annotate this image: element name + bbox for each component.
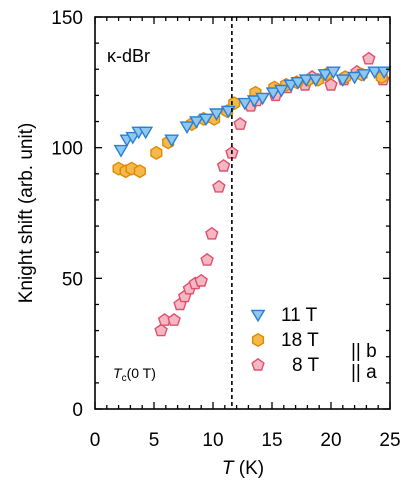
- legend: || a || b 11 T 18 T 8 T: [250, 305, 377, 383]
- data-point: [198, 113, 214, 127]
- x-axis-label-var: T: [222, 458, 235, 479]
- data-point: [154, 323, 168, 337]
- data-point: [200, 252, 214, 266]
- data-point: [237, 97, 253, 111]
- chart-annotation: κ-dBr: [107, 46, 150, 66]
- legend-marker: [251, 357, 265, 371]
- plot-frame: [94, 16, 391, 410]
- data-point: [325, 66, 341, 80]
- y-axis-label: Knight shift (arb. unit): [16, 123, 37, 304]
- data-point: [233, 117, 247, 130]
- data-point: [362, 51, 376, 65]
- legend-label: 11 T: [281, 305, 318, 326]
- data-point: [317, 69, 333, 82]
- data-point: [246, 95, 262, 108]
- data-point: [133, 164, 146, 179]
- y-tick-label: 100: [51, 139, 83, 160]
- x-tick-label: 0: [90, 430, 101, 451]
- data-point: [265, 87, 281, 101]
- x-tick-label: 5: [149, 430, 160, 451]
- x-axis: 0 5 10 15 20 25: [90, 17, 401, 451]
- tc-label-sub: c: [122, 373, 127, 384]
- data-point: [255, 92, 271, 106]
- legend-marker: [250, 309, 266, 323]
- data-point: [335, 74, 351, 87]
- x-tick-label: 20: [320, 430, 341, 451]
- data-point: [125, 131, 141, 145]
- data-point: [283, 79, 299, 93]
- data-point: [205, 226, 219, 240]
- x-axis-label-unit: (K): [234, 458, 265, 479]
- x-tick-label: 25: [379, 430, 400, 451]
- y-axis: 0 50 100 150: [51, 8, 390, 421]
- data-point: [212, 179, 226, 193]
- tc-label: Tc(0 T): [113, 365, 156, 384]
- legend-a-suffix: || a: [351, 362, 377, 383]
- data-point: [308, 74, 324, 87]
- data-point: [216, 158, 231, 172]
- y-tick-label: 150: [51, 8, 83, 29]
- y-tick-label: 50: [62, 269, 83, 290]
- tc-label-main: T: [113, 365, 123, 381]
- y-tick-label: 0: [72, 400, 83, 421]
- data-point: [356, 69, 372, 82]
- x-tick-label: 15: [261, 430, 282, 451]
- data-point: [179, 121, 195, 134]
- legend-label: 18 T: [281, 330, 319, 351]
- data-point: [367, 66, 383, 80]
- legend-marker: [251, 332, 265, 348]
- data-point: [113, 144, 129, 158]
- data-point: [167, 313, 181, 326]
- data-point: [189, 116, 204, 129]
- tc-label-rest: (0 T): [127, 365, 156, 381]
- x-tick-label: 10: [202, 430, 223, 451]
- data-point: [298, 74, 314, 87]
- data-point: [150, 145, 163, 160]
- data-point: [164, 134, 180, 148]
- data-point: [194, 273, 208, 287]
- data-point: [347, 71, 363, 85]
- x-axis-label: T (K): [222, 458, 264, 479]
- data-point: [324, 77, 338, 91]
- data-point: [138, 126, 154, 140]
- legend-b-suffix: || b: [351, 341, 377, 362]
- data-point: [209, 108, 224, 121]
- data-layer: [112, 51, 392, 337]
- data-point: [290, 76, 306, 90]
- data-point: [273, 84, 289, 98]
- legend-label: 8 T: [292, 355, 320, 376]
